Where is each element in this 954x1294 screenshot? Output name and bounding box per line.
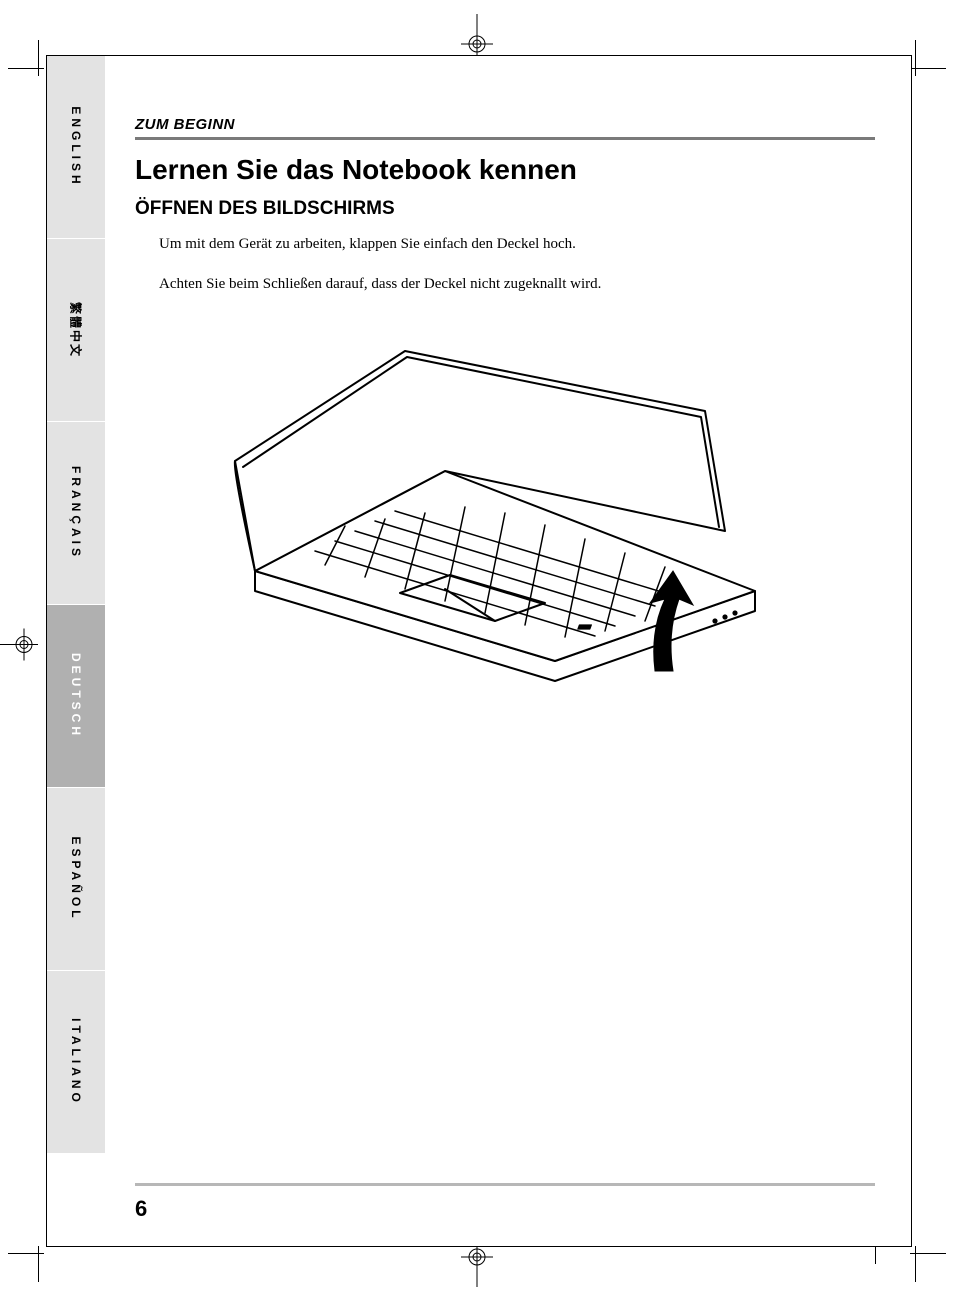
language-tab-繁體中文[interactable]: 繁體中文: [47, 239, 105, 422]
language-tab-label: ENGLISH: [69, 106, 83, 187]
language-tab-label: DEUTSCH: [69, 653, 83, 739]
language-tab-label: ESPAÑOL: [69, 836, 83, 921]
page-sheet: ENGLISH 繁體中文 FRANÇAIS DEUTSCH ESPAÑOL ITALIAN…: [46, 55, 912, 1247]
page-number: 6: [135, 1196, 147, 1222]
language-tab-español[interactable]: ESPAÑOL: [47, 788, 105, 971]
rule-top: [135, 137, 875, 140]
crop-mark: [915, 40, 916, 76]
heading-1: Lernen Sie das Notebook kennen: [135, 154, 875, 186]
language-tab-italiano[interactable]: ITALIANO: [47, 971, 105, 1154]
laptop-open-illustration: [195, 321, 795, 701]
paragraph: Um mit dem Gerät zu arbeiten, klappen Si…: [159, 234, 875, 254]
language-tabs: ENGLISH 繁體中文 FRANÇAIS DEUTSCH ESPAÑOL ITALIAN…: [47, 56, 105, 1156]
language-tab-label: 繁體中文: [68, 302, 85, 358]
language-tab-label: FRANÇAIS: [69, 466, 83, 560]
language-tab-deutsch[interactable]: DEUTSCH: [47, 605, 105, 788]
language-tab-label: ITALIANO: [69, 1018, 83, 1106]
heading-2: ÖFFNEN DES BILDSCHIRMS: [135, 198, 875, 220]
running-head: ZUM BEGINN: [135, 116, 875, 133]
crop-mark: [38, 1246, 39, 1282]
paragraph: Achten Sie beim Schließen darauf, dass d…: [159, 274, 875, 294]
rule-bottom: [135, 1183, 875, 1186]
registration-mark-icon: [0, 623, 38, 672]
content-area: ZUM BEGINN Lernen Sie das Notebook kenne…: [135, 116, 875, 701]
crop-mark: [915, 1246, 916, 1282]
language-tab-français[interactable]: FRANÇAIS: [47, 422, 105, 605]
registration-mark-icon: [455, 1243, 499, 1292]
crop-mark: [38, 40, 39, 76]
language-tab-english[interactable]: ENGLISH: [47, 56, 105, 239]
